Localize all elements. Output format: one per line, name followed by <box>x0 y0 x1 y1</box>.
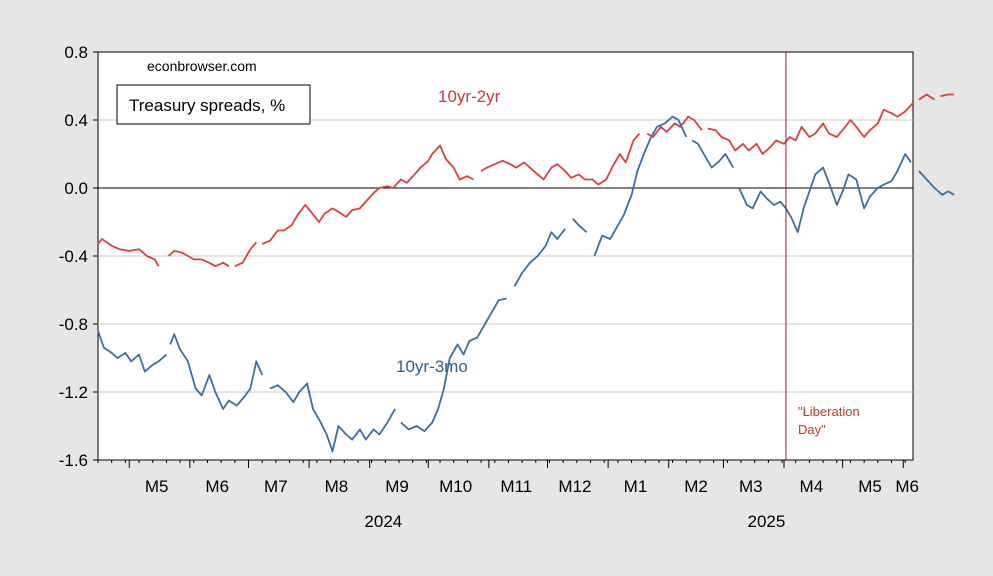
y-tick-label: -1.6 <box>59 451 88 470</box>
series-label-10yr-2yr: 10yr-2yr <box>438 87 501 106</box>
source-note: econbrowser.com <box>147 58 257 74</box>
x-tick-label: M8 <box>325 477 349 496</box>
x-axis: M5 M6 M7 M8 M9 M10 M11 M12 M1 M2 M3 M4 M5 M6 2024 2025 <box>97 460 919 531</box>
x-tick-label: M2 <box>684 477 708 496</box>
series-label-10yr-3mo: 10yr-3mo <box>396 357 468 376</box>
y-axis: 0.8 0.4 0.0 -0.4 -0.8 -1.2 -1.6 <box>59 43 98 470</box>
x-year-label: 2024 <box>364 512 402 531</box>
y-tick-label: 0.4 <box>64 111 88 130</box>
x-tick-label: M11 <box>500 477 532 496</box>
x-tick-label: M3 <box>739 477 763 496</box>
y-tick-label: -0.8 <box>59 315 88 334</box>
x-tick-label: M5 <box>858 477 882 496</box>
x-tick-label: M12 <box>558 477 591 496</box>
x-tick-label: M6 <box>205 477 229 496</box>
x-tick-label: M1 <box>624 477 648 496</box>
x-tick-label: M6 <box>895 477 919 496</box>
x-tick-label: M4 <box>800 477 824 496</box>
y-tick-label: -1.2 <box>59 383 88 402</box>
series-layer <box>97 93 955 453</box>
x-tick-label: M5 <box>145 477 169 496</box>
y-tick-label: 0.0 <box>64 179 88 198</box>
series-line-10yr-2yr <box>97 93 954 268</box>
x-year-label: 2025 <box>748 512 786 531</box>
liberation-day-label-line1: "Liberation <box>798 404 860 419</box>
x-tick-label: M7 <box>264 477 288 496</box>
series-line-10yr-3mo <box>97 115 955 453</box>
x-tick-label: M10 <box>439 477 472 496</box>
liberation-day-label-line2: Day" <box>798 422 826 437</box>
chart-title: Treasury spreads, % <box>129 96 285 115</box>
title-box <box>116 84 311 125</box>
y-tick-label: 0.8 <box>64 43 88 62</box>
x-tick-label: M9 <box>385 477 409 496</box>
y-tick-label: -0.4 <box>59 247 88 266</box>
